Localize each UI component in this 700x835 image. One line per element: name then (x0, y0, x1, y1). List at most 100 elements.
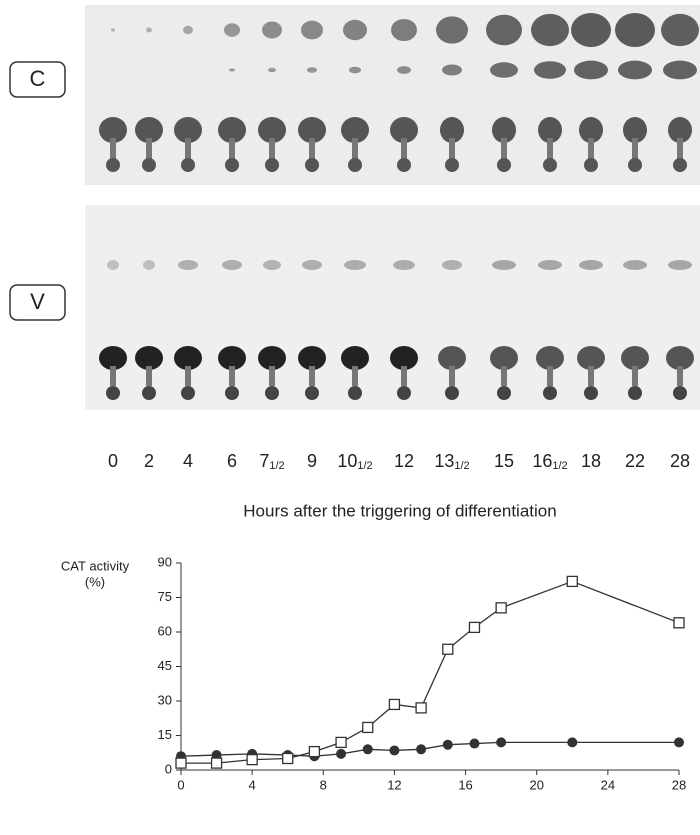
y-tick-label: 90 (158, 554, 172, 569)
blot (390, 117, 418, 143)
y-tick-label: 15 (158, 727, 172, 742)
blot (135, 346, 163, 370)
blot (588, 138, 594, 160)
point (673, 617, 685, 629)
lane-label: 12 (394, 451, 414, 471)
blot (225, 386, 239, 400)
lane-number: 22 (625, 451, 645, 471)
point (416, 744, 427, 755)
y-axis-label: (%) (85, 574, 105, 589)
blot (258, 346, 286, 370)
x-tick-label: 24 (601, 777, 615, 792)
panel-box (9, 284, 66, 321)
blot (110, 138, 116, 160)
lane-number: 2 (144, 451, 154, 471)
blot (577, 346, 605, 370)
blot (401, 138, 407, 160)
blot (265, 386, 279, 400)
blot (618, 60, 652, 80)
y-axis-label: CAT activity (61, 558, 130, 573)
blot (142, 158, 156, 172)
point (362, 721, 374, 734)
point (442, 739, 453, 750)
blot (302, 260, 322, 270)
blot (111, 28, 115, 32)
blot (229, 68, 235, 72)
blot (344, 260, 366, 270)
blot (107, 260, 119, 270)
blot (181, 386, 195, 400)
blot (534, 61, 566, 79)
x-tick-label: 28 (672, 777, 686, 792)
point (674, 737, 684, 748)
blot (343, 19, 367, 41)
panel-label: V (30, 289, 45, 314)
blot (185, 366, 191, 386)
blot (574, 60, 608, 80)
blot (397, 158, 411, 172)
blot (677, 138, 683, 160)
blot (397, 66, 411, 74)
y-tick-label: 0 (165, 761, 172, 776)
point (566, 575, 578, 588)
point (282, 752, 294, 765)
caption: Hours after the triggering of differenti… (243, 501, 556, 520)
blot (341, 346, 369, 370)
blot (269, 138, 275, 160)
series-line (181, 580, 680, 764)
point (175, 757, 187, 769)
lane-number: 0 (108, 451, 118, 471)
blot (391, 18, 417, 42)
panel-label: C (30, 66, 46, 91)
blot (538, 117, 562, 143)
point (469, 738, 480, 749)
point (495, 602, 507, 614)
blot (673, 158, 687, 172)
blot (393, 260, 415, 270)
y-tick-label: 30 (158, 692, 172, 707)
blot (492, 117, 516, 143)
lane-label: 28 (670, 451, 690, 471)
lane-label: 0 (108, 451, 118, 471)
blot (352, 366, 358, 386)
lane-fraction: 1/2 (552, 460, 567, 472)
blot (146, 138, 152, 160)
blot (174, 346, 202, 370)
blot (628, 386, 642, 400)
blot (663, 60, 697, 80)
lane-label: 131/2 (434, 451, 469, 472)
blot (307, 67, 317, 73)
blot (632, 366, 638, 386)
blot (181, 158, 195, 172)
blot (348, 158, 362, 172)
blot (547, 366, 553, 386)
point (335, 736, 347, 749)
blot (305, 158, 319, 172)
blot (623, 260, 647, 270)
blot (110, 366, 116, 386)
blot (301, 20, 323, 40)
blot (183, 25, 193, 35)
blot (298, 346, 326, 370)
point (389, 745, 400, 756)
blot (661, 13, 699, 47)
blot (615, 13, 655, 47)
lane-number: 18 (581, 451, 601, 471)
blot (621, 346, 649, 370)
blot (436, 16, 468, 44)
lane-fraction: 1/2 (454, 460, 469, 472)
y-tick-label: 60 (158, 623, 172, 638)
blot (497, 158, 511, 172)
blot (449, 138, 455, 160)
blot (229, 366, 235, 386)
blot (501, 138, 507, 160)
blot (668, 117, 692, 143)
lane-label: 161/2 (532, 451, 567, 472)
blot (543, 158, 557, 172)
blot (449, 366, 455, 386)
blot (265, 158, 279, 172)
blot (666, 346, 694, 370)
point (388, 698, 401, 711)
